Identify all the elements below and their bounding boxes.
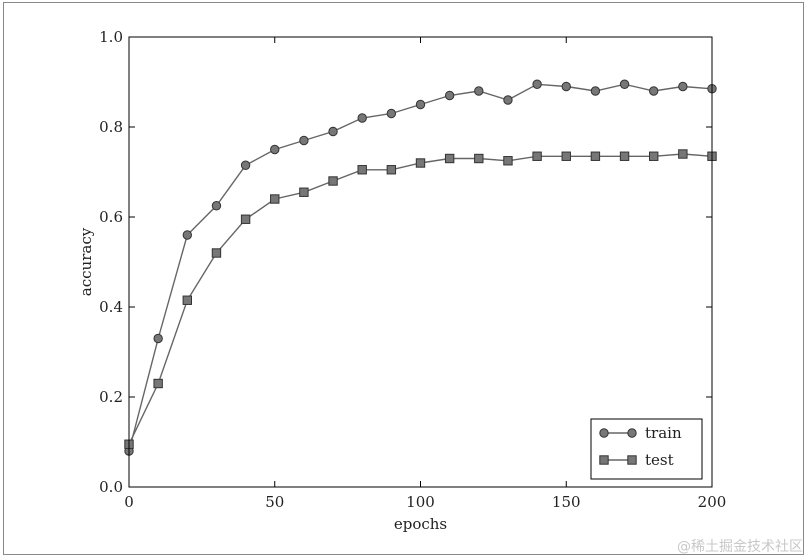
- legend-item-test: test: [599, 451, 674, 469]
- data-point-train: [386, 108, 397, 119]
- legend-label: test: [645, 451, 674, 469]
- data-point-test: [153, 378, 163, 389]
- data-point-test: [270, 194, 280, 204]
- data-point-test: [619, 151, 630, 161]
- watermark: @稀土掘金技术社区: [677, 539, 803, 555]
- data-point-test: [503, 156, 513, 166]
- y-tick-label: 0.2: [99, 388, 123, 406]
- series-line-test: [128, 153, 713, 445]
- data-point-train: [240, 160, 251, 170]
- x-axis-label: epochs: [394, 515, 447, 533]
- data-point-test: [649, 151, 659, 161]
- data-point-train: [678, 81, 688, 92]
- data-point-train: [153, 333, 163, 344]
- figure-frame: [3, 2, 804, 555]
- x-tick-label: 200: [698, 493, 727, 511]
- data-point-test: [561, 151, 571, 161]
- data-point-train: [211, 201, 222, 211]
- data-point-test: [211, 248, 222, 258]
- y-axis-label: accuracy: [77, 227, 95, 296]
- y-tick-label: 0.6: [99, 208, 123, 226]
- y-tick-label: 1.0: [99, 28, 123, 46]
- data-point-train: [270, 144, 280, 155]
- data-point-train: [357, 113, 367, 123]
- plot-area: [124, 79, 717, 456]
- data-point-train: [328, 126, 338, 137]
- data-point-test: [532, 151, 542, 161]
- y-tick-label: 0.8: [99, 118, 123, 136]
- legend-marker: [627, 455, 637, 465]
- data-point-test: [357, 165, 367, 175]
- data-point-train: [182, 230, 193, 240]
- data-point-train: [590, 86, 601, 96]
- legend-item-train: train: [599, 424, 682, 442]
- data-point-train: [503, 95, 513, 105]
- data-point-test: [678, 149, 688, 159]
- series-line-train: [128, 83, 713, 452]
- series-train: [124, 79, 717, 456]
- data-point-train: [444, 90, 455, 101]
- data-point-test: [240, 214, 251, 224]
- x-tick-label: 100: [406, 493, 435, 511]
- legend-label: train: [645, 424, 682, 442]
- data-point-test: [299, 187, 309, 197]
- data-point-train: [619, 79, 630, 89]
- data-point-train: [474, 86, 484, 96]
- data-point-test: [590, 151, 601, 161]
- x-tick-label: 0: [124, 493, 134, 511]
- data-point-test: [182, 295, 193, 305]
- x-tick-label: 150: [552, 493, 581, 511]
- legend: train test: [590, 418, 703, 480]
- legend-marker: [599, 455, 609, 465]
- ticks: 0 50 100 150 200 0.0 0.2 0.4 0.6 0.8 1.0: [99, 28, 726, 511]
- y-tick-label: 0.0: [99, 478, 123, 496]
- series-test: [124, 149, 717, 449]
- legend-marker: [599, 428, 609, 438]
- legend-box: [590, 418, 703, 480]
- data-point-test: [415, 158, 426, 168]
- legend-marker: [627, 428, 637, 438]
- data-point-test: [474, 153, 484, 164]
- data-point-train: [532, 79, 542, 89]
- data-point-test: [444, 153, 455, 164]
- data-point-train: [561, 81, 571, 92]
- y-tick-label: 0.4: [99, 298, 123, 316]
- data-point-train: [415, 99, 426, 110]
- data-point-train: [649, 86, 659, 96]
- data-point-test: [386, 165, 397, 175]
- x-tick-label: 50: [265, 493, 284, 511]
- data-point-test: [328, 176, 338, 186]
- data-point-train: [299, 135, 309, 146]
